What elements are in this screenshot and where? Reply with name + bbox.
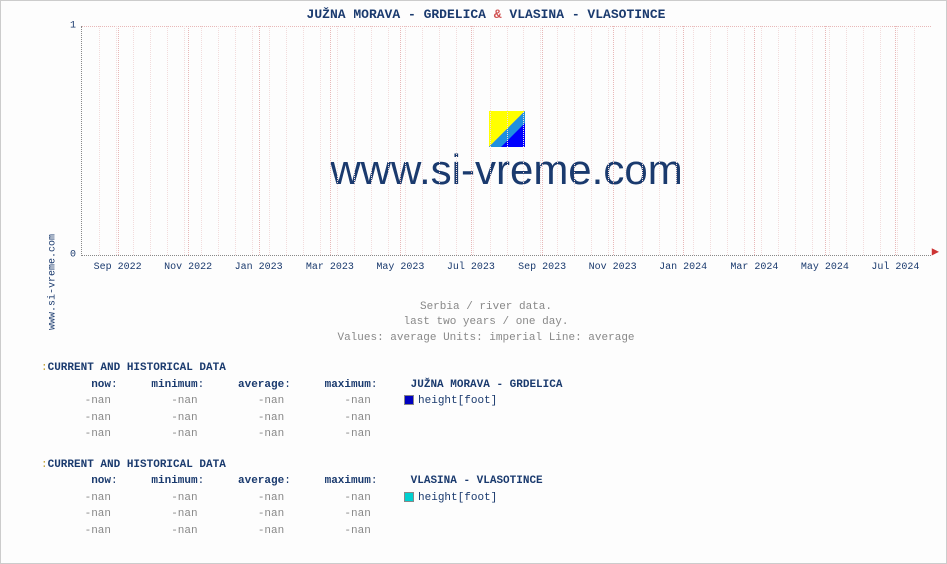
grid-v-minor (829, 26, 830, 255)
column-headers: now:minimum:average:maximum: JUŽNA MORAV… (41, 377, 941, 394)
grid-v-minor (99, 26, 100, 255)
grid-v (825, 26, 826, 255)
x-tick-label: Jan 2024 (659, 262, 707, 273)
x-tick-label: Nov 2023 (589, 262, 637, 273)
chart-container: JUŽNA MORAVA - GRDELICA & VLASINA - VLAS… (31, 1, 941, 539)
grid-v (895, 26, 896, 255)
grid-v-minor (422, 26, 423, 255)
data-row: -nan -nan -nan -nan height[foot] (41, 490, 941, 507)
x-tick-label: Mar 2024 (730, 262, 778, 273)
grid-v (683, 26, 684, 255)
grid-v-minor (914, 26, 915, 255)
grid-v-minor (490, 26, 491, 255)
grid-v-minor (167, 26, 168, 255)
data-row: -nan -nan -nan -nan (41, 426, 941, 443)
grid-v (330, 26, 331, 255)
x-tick-label: Jul 2023 (447, 262, 495, 273)
grid-v (754, 26, 755, 255)
title-station-a: JUŽNA MORAVA - GRDELICA (307, 7, 486, 22)
grid-v-minor (693, 26, 694, 255)
chart-caption: Serbia / river data. last two years / on… (31, 300, 941, 346)
grid-v-minor (439, 26, 440, 255)
grid-v (613, 26, 614, 255)
caption-line-2: last two years / one day. (31, 315, 941, 330)
grid-v-minor (608, 26, 609, 255)
data-section: :CURRENT AND HISTORICAL DATAnow:minimum:… (41, 360, 941, 443)
grid-v-minor (812, 26, 813, 255)
grid-v-minor (133, 26, 134, 255)
grid-v-minor (150, 26, 151, 255)
data-section-header: :CURRENT AND HISTORICAL DATA (41, 457, 941, 474)
grid-v-minor (235, 26, 236, 255)
caption-line-3: Values: average Units: imperial Line: av… (31, 331, 941, 346)
grid-v-minor (744, 26, 745, 255)
x-tick-label: Mar 2023 (306, 262, 354, 273)
data-section-header: :CURRENT AND HISTORICAL DATA (41, 360, 941, 377)
x-tick-label: Jan 2023 (235, 262, 283, 273)
grid-v-minor (846, 26, 847, 255)
grid-v-minor (337, 26, 338, 255)
grid-v-minor (591, 26, 592, 255)
grid-v (188, 26, 189, 255)
grid-v-minor (184, 26, 185, 255)
grid-v-minor (659, 26, 660, 255)
x-tick-label: Sep 2022 (94, 262, 142, 273)
grid-v-minor (456, 26, 457, 255)
grid-v-minor (557, 26, 558, 255)
data-row: -nan -nan -nan -nan (41, 523, 941, 540)
grid-v-minor (405, 26, 406, 255)
grid-v-minor (354, 26, 355, 255)
grid-v-minor (795, 26, 796, 255)
data-row: -nan -nan -nan -nan height[foot] (41, 393, 941, 410)
caption-line-1: Serbia / river data. (31, 300, 941, 315)
grid-v (118, 26, 119, 255)
grid-v-minor (473, 26, 474, 255)
series-swatch-icon (404, 492, 414, 502)
grid-v-minor (388, 26, 389, 255)
grid-v-minor (286, 26, 287, 255)
grid-v (542, 26, 543, 255)
data-section: :CURRENT AND HISTORICAL DATAnow:minimum:… (41, 457, 941, 540)
grid-v-minor (574, 26, 575, 255)
grid-v-minor (897, 26, 898, 255)
x-tick-label: Jul 2024 (871, 262, 919, 273)
grid-v-minor (863, 26, 864, 255)
grid-v-minor (201, 26, 202, 255)
grid-v-minor (642, 26, 643, 255)
grid-v-minor (303, 26, 304, 255)
grid-v-minor (710, 26, 711, 255)
data-row: -nan -nan -nan -nan (41, 410, 941, 427)
series-swatch-icon (404, 395, 414, 405)
grid-v-minor (761, 26, 762, 255)
data-row: -nan -nan -nan -nan (41, 506, 941, 523)
chart-title: JUŽNA MORAVA - GRDELICA & VLASINA - VLAS… (31, 1, 941, 26)
grid-v-minor (320, 26, 321, 255)
x-tick-label: Sep 2023 (518, 262, 566, 273)
x-tick-label: May 2024 (801, 262, 849, 273)
grid-v (259, 26, 260, 255)
grid-v (400, 26, 401, 255)
grid-v (471, 26, 472, 255)
grid-v-minor (778, 26, 779, 255)
column-headers: now:minimum:average:maximum: VLASINA - V… (41, 473, 941, 490)
title-ampersand: & (494, 7, 502, 22)
y-tick-label: 1 (70, 21, 76, 32)
grid-v-minor (218, 26, 219, 255)
grid-v-minor (727, 26, 728, 255)
x-tick-label: Nov 2022 (164, 262, 212, 273)
grid-v-minor (371, 26, 372, 255)
y-tick-label: 0 (70, 250, 76, 261)
grid-v-minor (625, 26, 626, 255)
plot-wrap: ▶ www.si-vreme.com 01Sep 2022Nov 2022Jan… (71, 26, 931, 286)
grid-v-minor (880, 26, 881, 255)
title-station-b: VLASINA - VLASOTINCE (509, 7, 665, 22)
x-tick-label: May 2023 (376, 262, 424, 273)
grid-v-minor (252, 26, 253, 255)
grid-v-minor (269, 26, 270, 255)
grid-v-minor (507, 26, 508, 255)
grid-v-minor (676, 26, 677, 255)
x-axis-arrow-icon: ▶ (932, 244, 939, 259)
grid-v-minor (523, 26, 524, 255)
plot-area: ▶ www.si-vreme.com 01Sep 2022Nov 2022Jan… (81, 26, 931, 256)
